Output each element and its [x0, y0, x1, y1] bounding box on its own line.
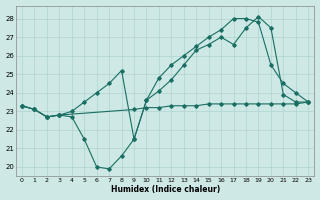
X-axis label: Humidex (Indice chaleur): Humidex (Indice chaleur)	[110, 185, 220, 194]
